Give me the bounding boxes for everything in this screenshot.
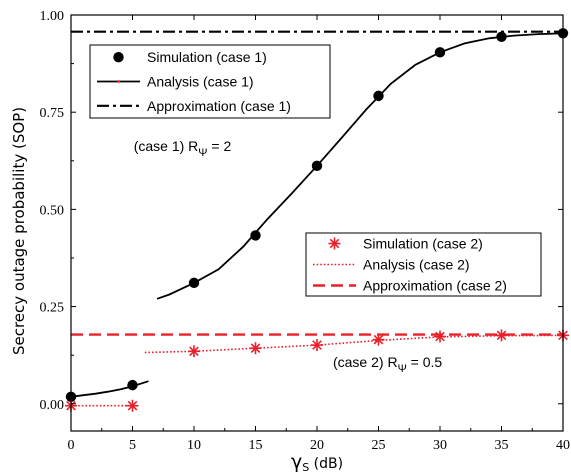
data-point [188, 345, 200, 358]
annotation-1: (case 1) RΨ = 2 [134, 138, 232, 159]
x-axis-title: γS (dB) [291, 451, 343, 474]
x-axis-subscript: S [302, 461, 309, 474]
series-line-segment [144, 334, 564, 354]
x-axis-unit: (dB) [309, 456, 343, 472]
asterisk-stroke [312, 340, 322, 350]
data-point [434, 330, 446, 343]
series-3 [65, 329, 569, 412]
legend-label: Simulation (case 2) [363, 236, 483, 252]
annotation-subscript: Ψ [198, 147, 207, 159]
data-point [372, 333, 385, 346]
data-point [434, 47, 446, 58]
series-0 [65, 28, 569, 402]
asterisk-stroke [329, 238, 340, 249]
asterisk-stroke [127, 400, 138, 411]
x-tick-label: 10 [187, 438, 201, 453]
legend-label: Analysis (case 2) [363, 257, 470, 273]
asterisk-stroke [189, 346, 199, 357]
x-tick-label: 40 [556, 438, 570, 453]
annotation-layer: (case 1) RΨ = 2(case 2) RΨ = 0.5 [134, 138, 443, 375]
y-tick-label: 0.00 [40, 398, 65, 413]
axes-layer: 0 5 10 15 20 25 30 35 40 0.00 0.25 0.50 0.75 1.00 γS (… [10, 9, 570, 474]
annotation-suffix: = 0.5 [407, 354, 443, 370]
y-axis-title: Secrecy outage probability (SOP) [10, 107, 28, 355]
series-4 [71, 334, 564, 407]
annotation-subscript: Ψ [398, 363, 407, 375]
legend-label: Analysis (case 1) [147, 74, 254, 90]
legend-layer: Simulation (case 1) Analysis (case 1) Appr… [89, 44, 542, 297]
x-tick-label: 35 [495, 438, 509, 453]
x-tick-label: 20 [310, 438, 324, 453]
x-axis-symbol: γ [291, 451, 302, 473]
legend-2: Simulation (case 2) Analysis (case 2) Appr… [305, 232, 542, 297]
x-tick-label: 30 [433, 438, 447, 453]
x-tick-label: 25 [372, 438, 386, 453]
asterisk-stroke [373, 334, 384, 345]
data-point [496, 31, 507, 42]
legend-1: Simulation (case 1) Analysis (case 1) Appr… [89, 44, 331, 119]
annotation-text: (case 1) R [134, 138, 199, 154]
y-tick-label: 0.75 [40, 106, 65, 121]
series-line-segment [156, 32, 564, 300]
legend-marker [113, 51, 124, 63]
data-point [373, 90, 384, 102]
asterisk-stroke [435, 331, 445, 342]
annotation-suffix: = 2 [208, 138, 232, 154]
asterisk-stroke [496, 330, 507, 341]
data-point [311, 339, 323, 352]
legend-marker [328, 237, 341, 250]
annotation-2: (case 2) RΨ = 0.5 [333, 354, 442, 375]
data-point [188, 277, 200, 289]
data-point [495, 329, 508, 342]
annotation-text: (case 2) R [333, 354, 398, 370]
x-tick-label: 5 [129, 438, 136, 453]
legend-label: Approximation (case 1) [147, 98, 291, 114]
legend-dot [117, 80, 120, 83]
y-tick-label: 1.00 [40, 9, 65, 24]
data-point [250, 230, 261, 241]
asterisk-stroke [250, 343, 261, 353]
series-layer [65, 28, 569, 412]
legend-label: Approximation (case 2) [363, 278, 507, 294]
x-tick-label: 0 [68, 438, 75, 453]
x-tick-label: 15 [249, 438, 263, 453]
data-point [311, 160, 323, 172]
y-tick-label: 0.25 [40, 301, 65, 316]
y-tick-label: 0.50 [40, 203, 65, 218]
legend-box [305, 232, 542, 297]
data-point [126, 399, 139, 412]
data-point [127, 379, 138, 391]
legend-label: Simulation (case 1) [147, 49, 267, 65]
data-point [249, 342, 262, 355]
